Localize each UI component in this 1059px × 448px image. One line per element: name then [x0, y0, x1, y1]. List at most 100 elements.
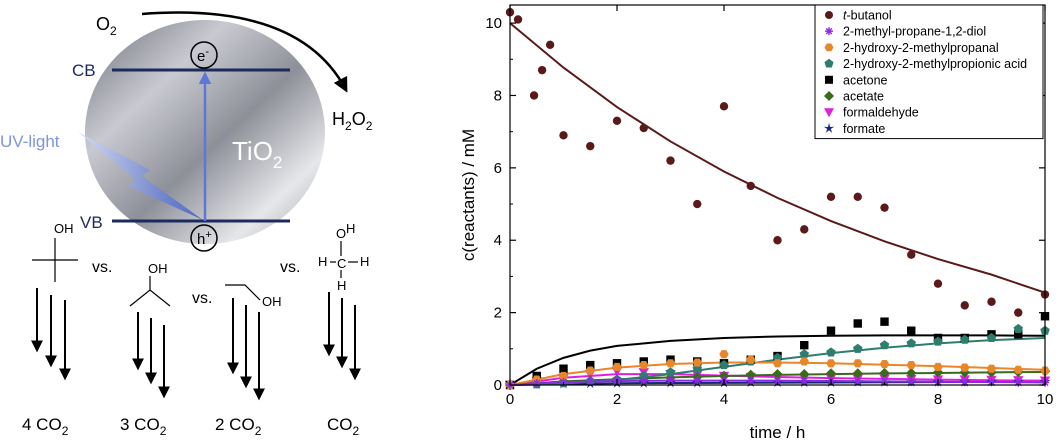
data-point — [906, 338, 917, 348]
y-tick-label: 0 — [494, 377, 502, 394]
data-point — [826, 347, 836, 357]
t-butanol-oh-label: OH — [54, 221, 74, 236]
o2-reduction-arrow — [141, 11, 348, 93]
data-point — [612, 116, 622, 126]
data-point — [959, 334, 970, 344]
data-point — [987, 297, 996, 306]
data-point — [639, 123, 648, 133]
data-point — [933, 336, 943, 346]
data-point — [719, 350, 729, 359]
data-point — [545, 40, 555, 50]
data-point — [719, 102, 729, 111]
cb-label: CB — [72, 61, 96, 80]
data-point — [746, 181, 755, 191]
data-point — [800, 225, 809, 234]
legend-label: 2-hydroxy-2-methylpropanal — [843, 41, 999, 55]
data-point — [719, 360, 729, 370]
data-point — [880, 203, 889, 212]
x-axis-label: time / h — [750, 423, 806, 442]
methanol-structure: O H C H H H — [318, 221, 369, 293]
svg-text:O: O — [336, 226, 346, 241]
x-tick-label: 2 — [613, 391, 621, 408]
legend-label: acetate — [843, 90, 884, 104]
data-point — [853, 192, 862, 202]
product-3co2: 3 CO2 — [120, 415, 167, 438]
data-point — [666, 156, 675, 165]
data-point — [906, 367, 917, 379]
legend-label: 2-hydroxy-2-methylpropionic acid — [843, 57, 1027, 71]
data-point — [853, 377, 862, 386]
o2-label: O2 — [96, 14, 117, 38]
data-point — [879, 340, 890, 350]
legend-label: acetone — [843, 73, 888, 87]
axes: 0 2 4 6 8 10 0 2 4 6 8 10 — [485, 4, 1054, 408]
t-butanol-structure — [32, 238, 78, 282]
x-tick-label: 8 — [934, 391, 942, 408]
data-point — [986, 364, 997, 373]
legend-label: formaldehyde — [843, 106, 919, 120]
svg-text:H: H — [360, 254, 369, 269]
legend-label: 2-methyl-propane-1,2-diol — [843, 25, 986, 39]
data-point — [773, 236, 782, 245]
ethanol-structure — [225, 284, 261, 301]
data-point — [1013, 323, 1024, 333]
electron-label: e- — [197, 46, 209, 65]
photocatalysis-scheme: e- h+ O2 H2O2 CB VB UV-light TiO2 OH OH … — [0, 0, 440, 443]
data-point — [1014, 308, 1023, 317]
data-point — [537, 65, 547, 75]
data-point — [693, 199, 702, 209]
svg-text:H: H — [318, 254, 327, 269]
legend: t-butanol 2-methyl-propane-1,2-diol 2-hydr… — [814, 4, 1044, 140]
data-point — [960, 363, 970, 372]
vb-label: VB — [80, 213, 103, 232]
data-point — [666, 376, 675, 385]
data-point — [639, 361, 649, 370]
data-point — [826, 326, 836, 335]
data-point — [639, 376, 648, 385]
data-point — [825, 368, 837, 379]
legend-label: formate — [843, 122, 885, 136]
data-point — [559, 131, 568, 140]
data-point — [880, 317, 889, 326]
data-point — [960, 301, 969, 310]
data-point — [879, 359, 890, 369]
uv-light-bolt — [78, 132, 203, 220]
legend-label: t-butanol — [843, 9, 892, 23]
data-point — [586, 377, 595, 386]
chart-svg: 0 2 4 6 8 10 0 2 4 6 8 10 t-butanol 2-methyl-propane… — [459, 4, 1054, 442]
data-point — [665, 367, 676, 377]
data-point — [513, 15, 523, 24]
data-point — [799, 349, 810, 359]
product-co2: CO2 — [327, 415, 360, 438]
data-point — [586, 141, 595, 151]
isopropanol-oh-label: OH — [148, 261, 168, 276]
data-point — [585, 366, 595, 375]
data-point — [986, 332, 997, 342]
uv-light-label: UV-light — [0, 132, 60, 151]
data-point — [612, 362, 622, 371]
data-point — [799, 357, 809, 366]
hole-label: h+ — [197, 229, 212, 248]
data-point — [852, 368, 863, 379]
data-point — [853, 319, 862, 328]
data-point — [772, 368, 783, 380]
legend-marker — [825, 75, 833, 84]
x-tick-label: 4 — [720, 391, 728, 408]
x-tick-label: 10 — [1037, 391, 1054, 408]
data-point — [665, 359, 676, 368]
legend-marker — [824, 58, 834, 68]
vs-label-3: vs. — [280, 259, 300, 276]
y-tick-label: 6 — [494, 160, 502, 177]
tio2-label: TiO2 — [232, 136, 282, 172]
product-2co2: 2 CO2 — [215, 415, 262, 438]
data-point — [852, 343, 863, 353]
data-point — [559, 364, 568, 373]
data-point — [933, 279, 943, 288]
vs-label-1: vs. — [92, 259, 112, 276]
svg-text:H: H — [346, 221, 355, 236]
legend-marker — [824, 43, 834, 52]
x-tick-label: 6 — [827, 391, 835, 408]
data-point — [746, 355, 756, 364]
data-point — [826, 359, 836, 368]
data-point — [773, 376, 782, 385]
